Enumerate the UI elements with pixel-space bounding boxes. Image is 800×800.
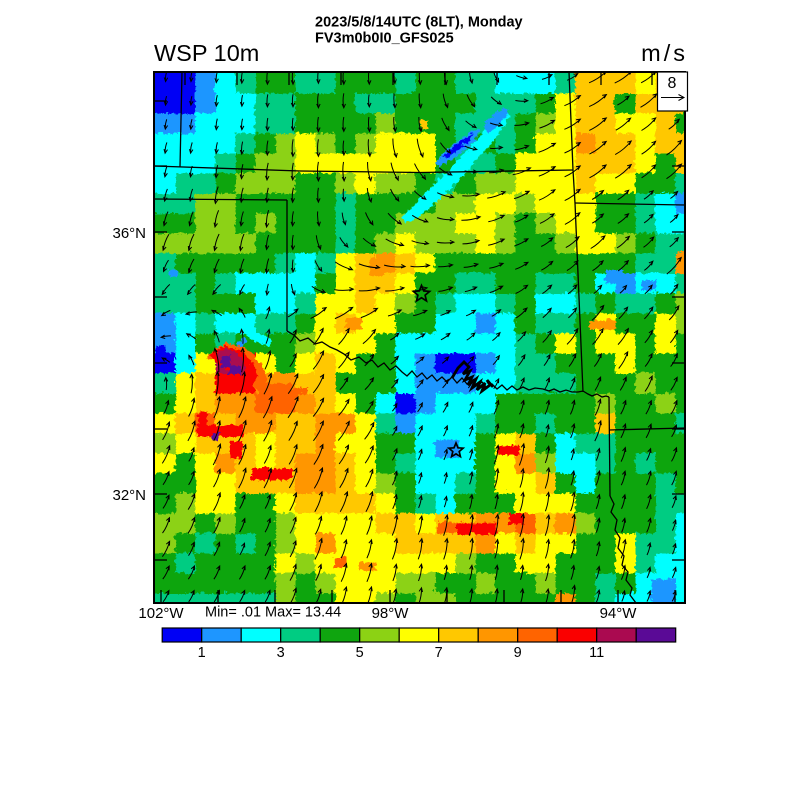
svg-text:11: 11 [589,645,604,661]
svg-text:WSP 10m: WSP 10m [154,40,259,66]
svg-text:9: 9 [514,645,522,661]
svg-text:32°N: 32°N [112,487,146,504]
svg-text:36°N: 36°N [112,225,146,242]
svg-text:FV3m0b0I0_GFS025: FV3m0b0I0_GFS025 [315,31,454,47]
svg-text:1: 1 [198,645,206,661]
svg-text:94°W: 94°W [600,605,638,622]
svg-text:98°W: 98°W [372,605,410,622]
svg-text:Min= .01 Max= 13.44: Min= .01 Max= 13.44 [205,605,341,621]
svg-text:8: 8 [668,75,677,92]
svg-text:7: 7 [435,645,443,661]
svg-text:5: 5 [356,645,364,661]
svg-text:m/s: m/s [641,40,688,66]
svg-text:2023/5/8/14UTC (8LT), Monday: 2023/5/8/14UTC (8LT), Monday [315,15,523,31]
svg-text:102°W: 102°W [138,605,184,622]
svg-text:3: 3 [277,645,285,661]
